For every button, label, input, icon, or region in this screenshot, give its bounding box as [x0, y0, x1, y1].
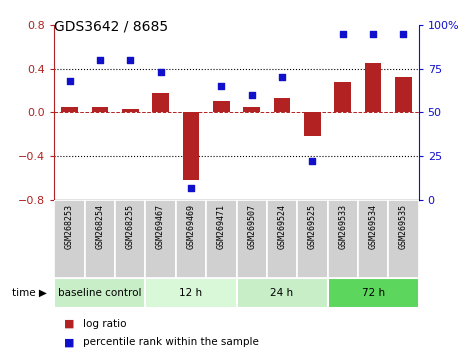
Point — [308, 159, 316, 164]
Bar — [54, 278, 146, 308]
Text: time ▶: time ▶ — [12, 288, 47, 298]
Point — [218, 83, 225, 89]
Text: log ratio: log ratio — [83, 319, 126, 329]
Bar — [297, 200, 327, 278]
Bar — [183, 113, 199, 180]
Text: GSM269471: GSM269471 — [217, 204, 226, 249]
Bar — [327, 200, 358, 278]
Bar — [304, 113, 321, 137]
Bar — [334, 82, 351, 113]
Text: GSM269534: GSM269534 — [368, 204, 377, 249]
Point — [157, 69, 165, 75]
Text: baseline control: baseline control — [58, 288, 142, 298]
Text: GSM269533: GSM269533 — [338, 204, 347, 249]
Text: GSM268254: GSM268254 — [96, 204, 105, 249]
Bar — [267, 200, 297, 278]
Bar — [243, 107, 260, 113]
Text: GSM269525: GSM269525 — [308, 204, 317, 249]
Point — [66, 78, 73, 84]
Bar — [145, 200, 176, 278]
Bar — [152, 93, 169, 113]
Point — [278, 75, 286, 80]
Bar — [236, 200, 267, 278]
Bar — [213, 102, 230, 113]
Bar — [146, 278, 236, 308]
Text: GSM269524: GSM269524 — [278, 204, 287, 249]
Bar — [388, 200, 419, 278]
Bar — [54, 200, 85, 278]
Point — [126, 57, 134, 63]
Bar — [274, 98, 290, 113]
Point — [400, 31, 407, 36]
Text: GSM268255: GSM268255 — [126, 204, 135, 249]
Text: GDS3642 / 8685: GDS3642 / 8685 — [54, 19, 168, 34]
Text: GSM269467: GSM269467 — [156, 204, 165, 249]
Bar — [365, 63, 381, 113]
Text: ■: ■ — [64, 337, 74, 348]
Text: ■: ■ — [64, 319, 74, 329]
Text: 24 h: 24 h — [271, 288, 294, 298]
Text: 12 h: 12 h — [179, 288, 202, 298]
Point — [339, 31, 347, 36]
Bar — [61, 107, 78, 113]
Point — [96, 57, 104, 63]
Text: GSM268253: GSM268253 — [65, 204, 74, 249]
Bar — [206, 200, 236, 278]
Bar — [85, 200, 115, 278]
Bar — [115, 200, 146, 278]
Bar — [92, 107, 108, 113]
Text: percentile rank within the sample: percentile rank within the sample — [83, 337, 259, 348]
Text: 72 h: 72 h — [361, 288, 385, 298]
Point — [369, 31, 377, 36]
Text: GSM269535: GSM269535 — [399, 204, 408, 249]
Text: GSM269469: GSM269469 — [186, 204, 195, 249]
Bar — [327, 278, 419, 308]
Bar — [358, 200, 388, 278]
Bar — [176, 200, 206, 278]
Point — [187, 185, 195, 190]
Bar — [122, 109, 139, 113]
Bar — [395, 78, 412, 113]
Point — [248, 92, 255, 98]
Text: GSM269507: GSM269507 — [247, 204, 256, 249]
Bar — [236, 278, 327, 308]
